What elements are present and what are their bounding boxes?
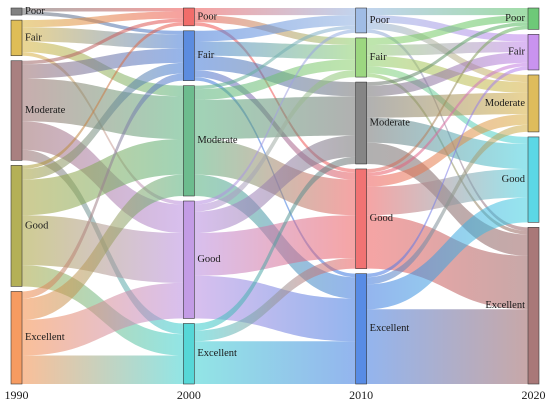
node-2010-excellent [355,273,367,385]
flow-1990-good-to-2000-poor [22,22,184,169]
flow-2010-fair-to-2020-poor [366,15,528,46]
flow-2010-moderate-to-2020-poor [366,22,528,86]
stage-label-2010: 2010 [349,388,373,402]
node-2010-good [355,168,367,269]
label-2010-good: Good [370,213,394,224]
flow-2010-excellent-to-2020-fair [366,66,528,278]
node-2000-good [183,200,195,319]
flow-2000-good-to-2010-excellent [194,275,356,342]
label-2010-fair: Fair [370,52,387,63]
node-1990-poor [10,7,23,16]
node-2020-good [527,136,540,223]
label-1990-poor: Poor [25,6,45,17]
node-2020-excellent [527,227,540,385]
node-1990-moderate [10,60,23,161]
flow-1990-moderate-to-2000-poor [22,18,184,65]
flow-2010-excellent-to-2020-good [366,197,528,310]
flow-2000-excellent-to-2010-good [194,257,356,342]
node-2000-poor [183,7,195,27]
flow-1990-good-to-2000-fair [22,62,184,180]
node-2000-excellent [183,323,195,385]
flow-2010-good-to-2020-fair [366,62,528,177]
flow-2010-poor-to-2020-excellent [366,29,528,231]
label-2000-excellent: Excellent [197,348,237,359]
flow-2000-excellent-to-2010-moderate [194,156,356,331]
label-2000-fair: Fair [197,50,214,61]
node-2010-poor [355,7,367,34]
flow-2010-excellent-to-2020-excellent [366,309,528,384]
flow-2000-poor-to-2010-poor [194,8,356,16]
label-1990-fair: Fair [25,32,42,43]
flow-1990-excellent-to-2000-fair [22,73,184,299]
flow-1990-excellent-to-2000-good [22,282,184,356]
label-2020-moderate: Moderate [485,98,526,109]
flow-2010-moderate-to-2020-good [366,117,528,169]
flow-2000-excellent-to-2010-excellent [194,341,356,384]
flow-2000-fair-to-2010-poor [194,15,356,42]
flow-1990-moderate-to-2000-fair [22,48,184,79]
flow-2010-excellent-to-2020-moderate [366,124,528,285]
node-1990-fair [10,19,23,57]
flow-1990-excellent-to-2000-moderate [22,174,184,320]
flow-1990-good-to-2000-moderate [22,139,184,216]
flow-2010-moderate-to-2020-moderate [366,92,528,118]
flow-1990-poor-to-2000-poor [22,8,184,12]
node-2020-poor [527,7,540,30]
node-2010-moderate [355,81,367,165]
node-2000-fair [183,30,195,81]
flow-2010-good-to-2020-good [366,168,528,216]
flow-2010-good-to-2020-poor [366,25,528,173]
label-2000-moderate: Moderate [197,135,238,146]
node-labels: Poor Fair Moderate Good Excellent Poor Fair Mod… [25,6,526,359]
label-2020-poor: Poor [505,13,525,24]
label-1990-good: Good [25,220,49,231]
flow-2000-poor-to-2010-good [194,22,356,173]
label-2010-excellent: Excellent [370,323,410,334]
stage-nodes [10,7,540,385]
flow-1990-fair-to-2000-fair [22,27,184,49]
flow-2010-good-to-2020-moderate [366,114,528,187]
flow-2010-poor-to-2020-poor [366,8,528,16]
stage-label-1990: 1990 [5,388,29,402]
label-2000-poor: Poor [197,11,217,22]
flow-2000-good-to-2010-moderate [194,135,356,234]
flow-2000-good-to-2010-fair [194,69,356,212]
label-2020-fair: Fair [508,47,525,58]
flow-2000-fair-to-2010-fair [194,41,356,60]
stage-axis: 1990 2000 2010 2020 [5,388,546,402]
stage-label-2020: 2020 [522,388,546,402]
flow-links [22,8,528,384]
flow-1990-moderate-to-2000-moderate [22,78,184,140]
label-2010-poor: Poor [370,15,390,26]
node-2000-moderate [183,85,195,197]
node-2020-moderate [527,74,540,133]
label-1990-moderate: Moderate [25,105,66,116]
label-2010-moderate: Moderate [370,117,411,128]
stage-label-2000: 2000 [177,388,201,402]
flow-2000-moderate-to-2010-poor [194,25,356,90]
node-1990-excellent [10,291,23,385]
flow-1990-excellent-to-2000-excellent [22,355,184,384]
node-1990-good [10,165,23,287]
flow-2010-fair-to-2020-fair [366,41,528,56]
flow-1990-fair-to-2000-poor [22,11,184,28]
node-2020-fair [527,34,540,71]
flow-2010-moderate-to-2020-fair [366,52,528,97]
node-2010-fair [355,37,367,78]
label-1990-excellent: Excellent [25,332,65,343]
flow-2000-good-to-2010-poor [194,29,356,205]
flow-2000-moderate-to-2010-fair [194,59,356,100]
label-2020-excellent: Excellent [485,300,525,311]
label-2000-good: Good [197,254,221,265]
label-2020-good: Good [502,174,526,185]
